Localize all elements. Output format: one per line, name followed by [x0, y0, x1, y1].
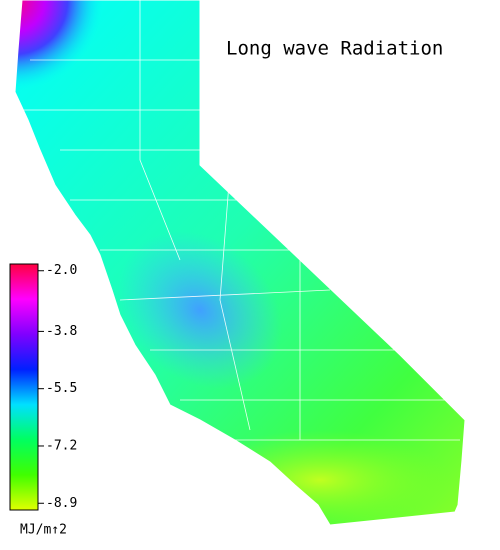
colorbar-tick-label: -7.2: [46, 438, 77, 453]
colorbar-tick-label: -5.5: [46, 381, 77, 396]
colorbar: [9, 263, 39, 511]
colorbar-tick-label: -2.0: [46, 263, 77, 278]
map-title: Long wave Radiation: [226, 38, 443, 60]
colorbar-tick-label: -3.8: [46, 324, 77, 339]
colorbar-unit: MJ/m↑2: [20, 523, 67, 538]
colorbar-tick-label: -8.9: [46, 496, 77, 511]
